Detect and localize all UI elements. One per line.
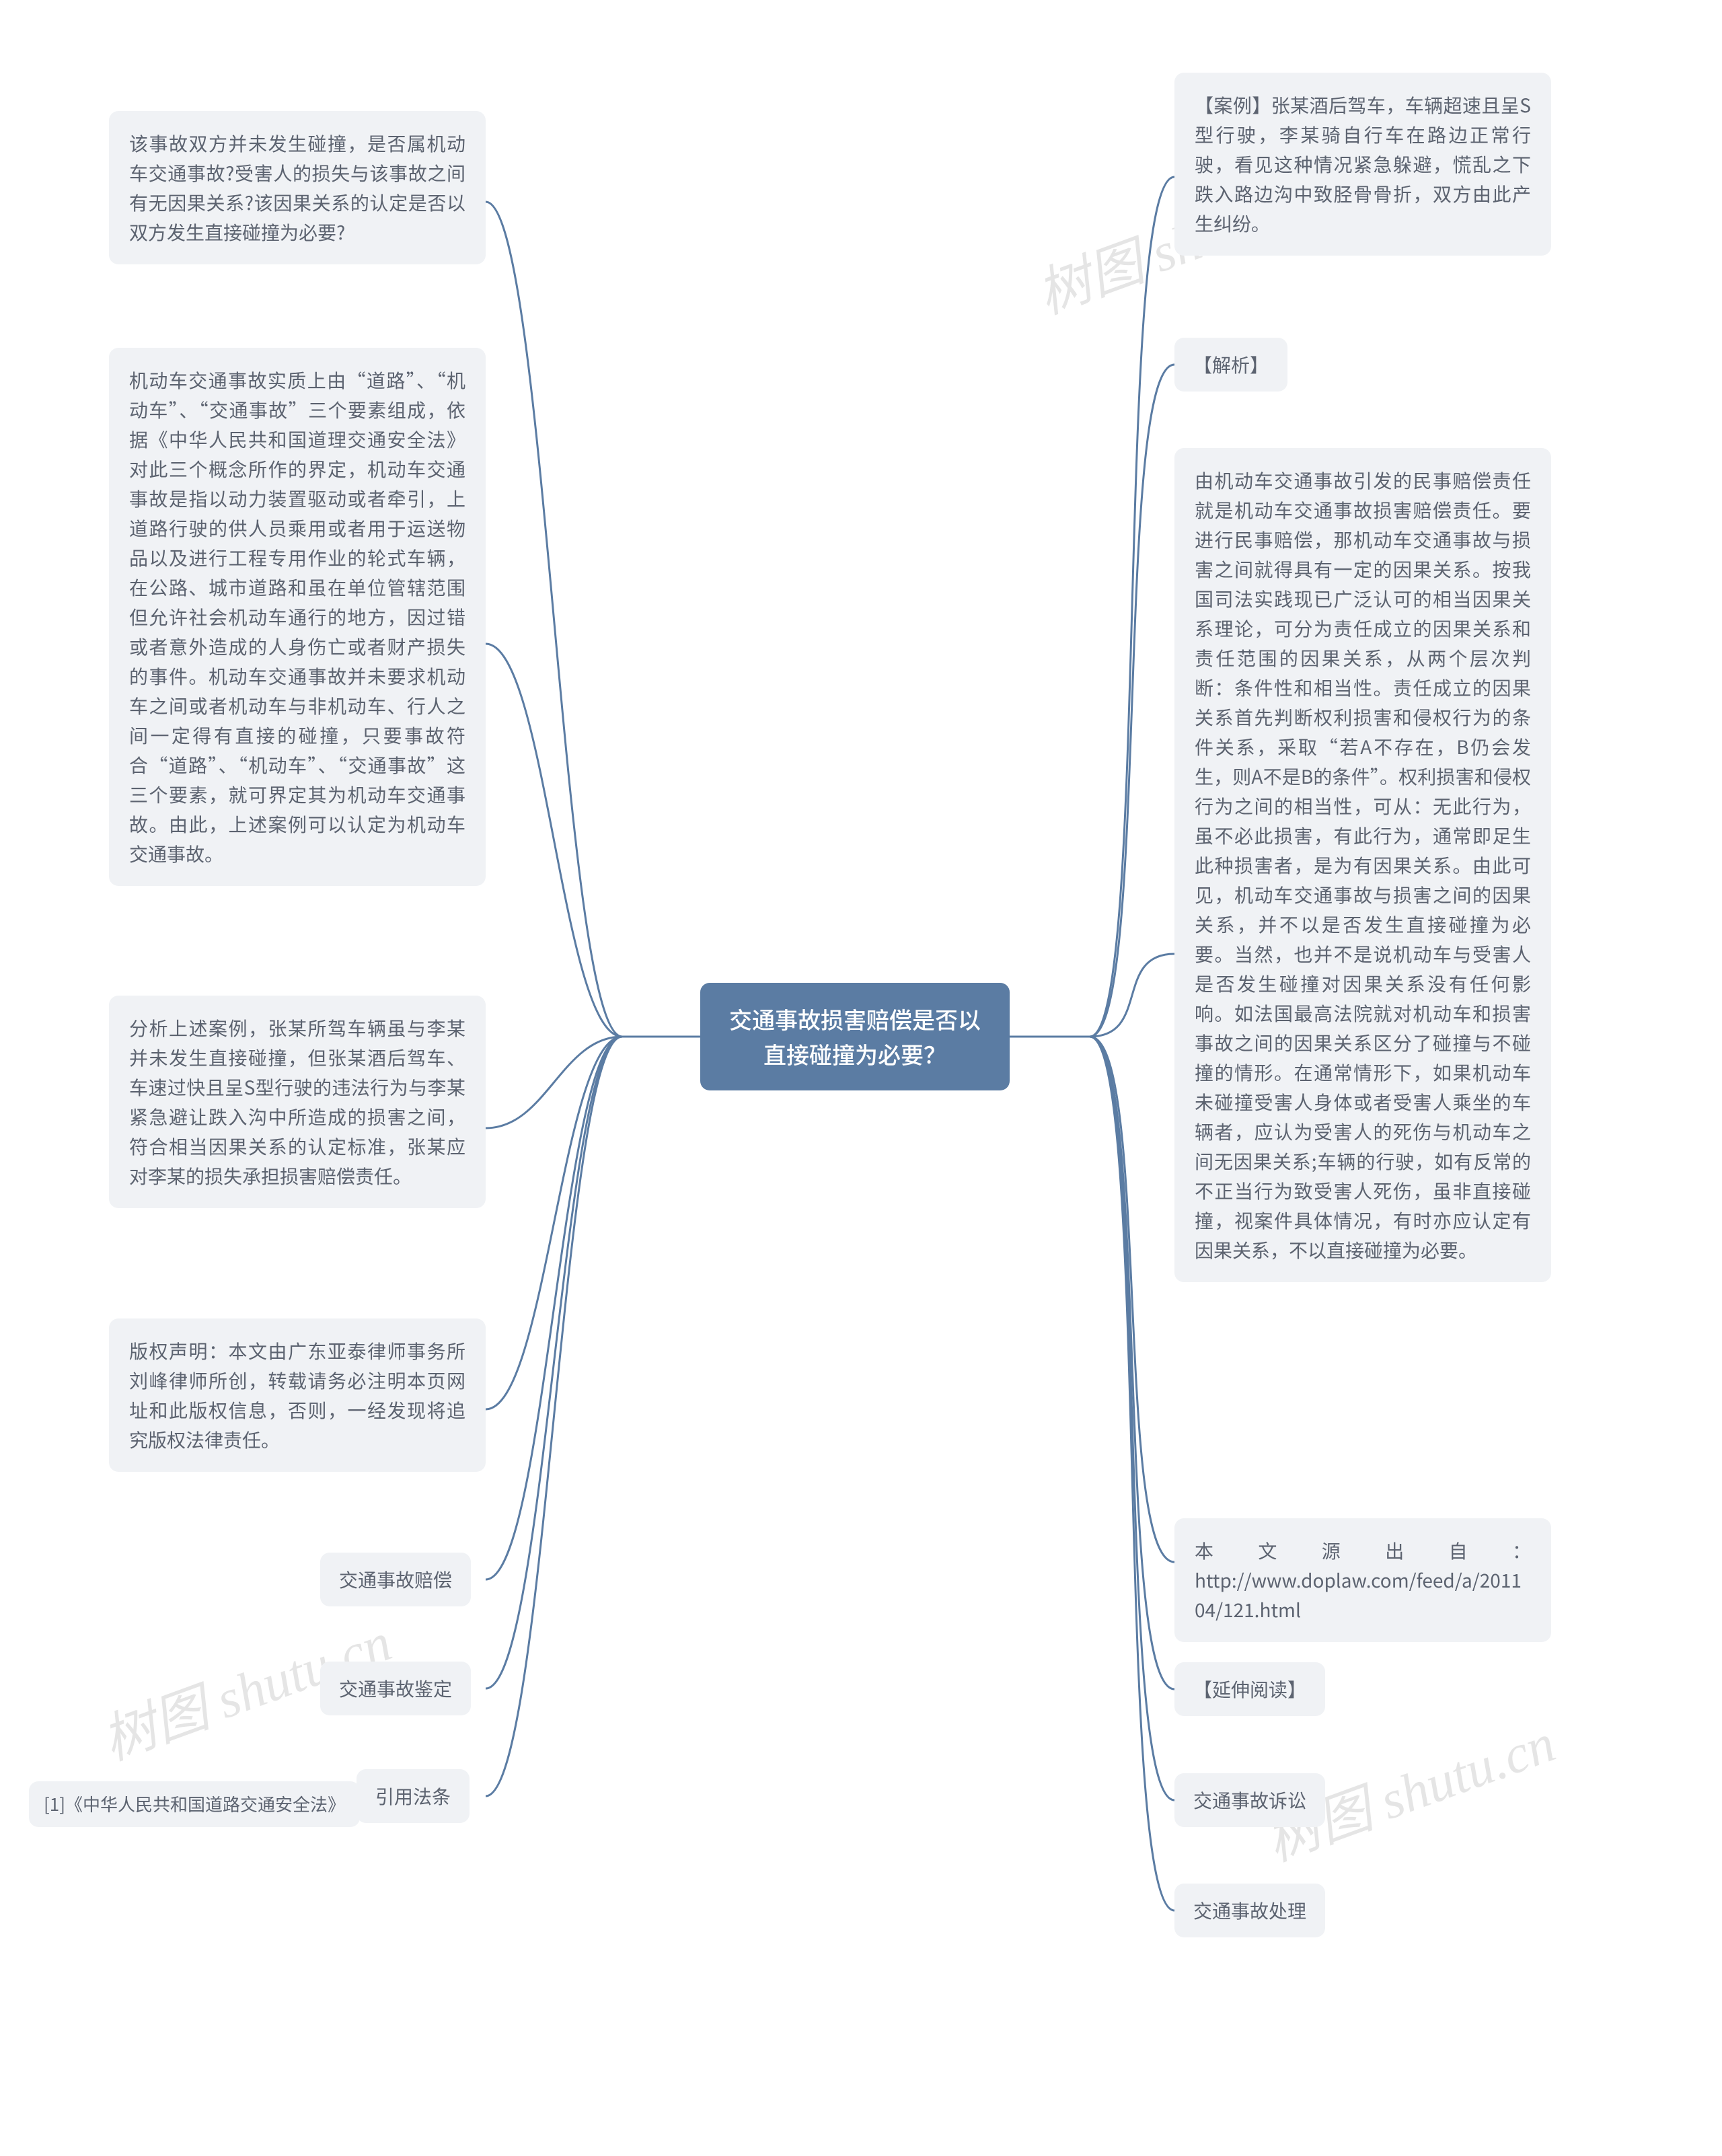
right-node-3[interactable]: 由机动车交通事故引发的民事赔偿责任就是机动车交通事故损害赔偿责任。要进行民事赔偿…: [1174, 448, 1551, 1282]
mindmap-canvas: 树图 shutu.cn 树图 shutu.cn 树图 shutu.cn 树图 s…: [0, 0, 1722, 2156]
center-node[interactable]: 交通事故损害赔偿是否以直接碰撞为必要？: [700, 983, 1010, 1090]
left-node-7[interactable]: 引用法条: [357, 1769, 470, 1823]
right-node-5[interactable]: 【延伸阅读】: [1174, 1662, 1325, 1716]
left-node-6[interactable]: 交通事故鉴定: [320, 1662, 471, 1715]
left-node-1[interactable]: 该事故双方并未发生碰撞，是否属机动车交通事故?受害人的损失与该事故之间有无因果关…: [109, 111, 486, 264]
right-node-4[interactable]: 本文源出自：http://www.doplaw.com/feed/a/20110…: [1174, 1518, 1551, 1642]
left-node-5[interactable]: 交通事故赔偿: [320, 1553, 471, 1606]
left-node-2[interactable]: 机动车交通事故实质上由“道路”、“机动车”、“交通事故”三个要素组成，依据《中华…: [109, 348, 486, 886]
right-node-7[interactable]: 交通事故处理: [1174, 1884, 1325, 1937]
right-node-6[interactable]: 交通事故诉讼: [1174, 1773, 1325, 1827]
left-node-3[interactable]: 分析上述案例，张某所驾车辆虽与李某并未发生直接碰撞，但张某酒后驾车、车速过快且呈…: [109, 996, 486, 1208]
left-node-4[interactable]: 版权声明：本文由广东亚泰律师事务所刘峰律师所创，转载请务必注明本页网址和此版权信…: [109, 1318, 486, 1472]
left-node-7-child[interactable]: [1]《中华人民共和国道路交通安全法》: [29, 1781, 360, 1827]
right-node-2[interactable]: 【解析】: [1174, 338, 1287, 392]
right-node-1[interactable]: 【案例】张某酒后驾车，车辆超速且呈S型行驶，李某骑自行车在路边正常行驶，看见这种…: [1174, 73, 1551, 256]
